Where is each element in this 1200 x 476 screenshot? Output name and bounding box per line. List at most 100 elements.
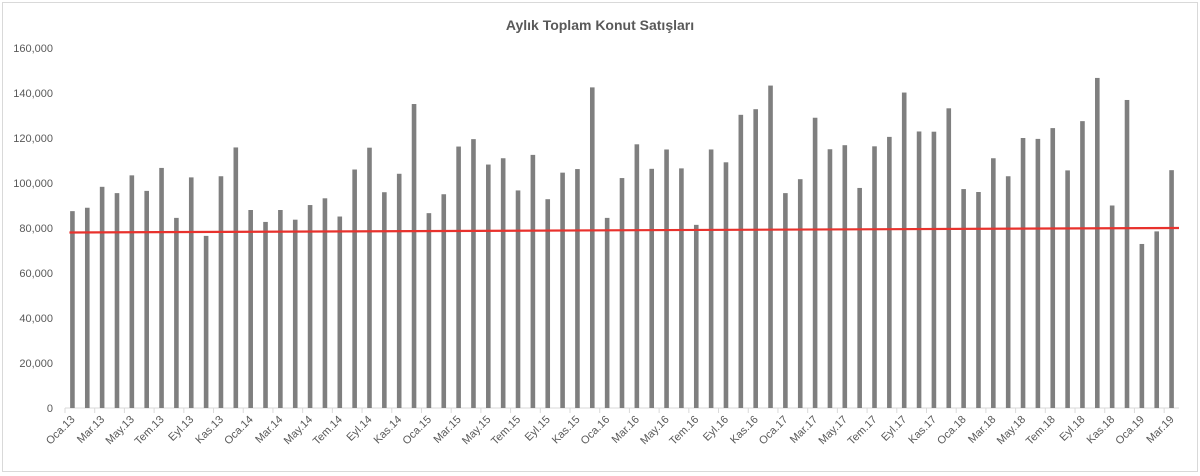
bar [486, 164, 491, 408]
x-tick-label: Mar.13 [75, 414, 107, 446]
bar [99, 186, 105, 408]
x-tick-label: May.14 [282, 414, 315, 447]
bar [263, 221, 268, 408]
bar [679, 168, 684, 409]
bar [218, 176, 224, 408]
bar [812, 117, 818, 408]
bar [278, 210, 283, 408]
bar [991, 158, 996, 408]
x-tick-label: Oca.15 [400, 414, 434, 448]
chart-title: Aylık Toplam Konut Satışları [506, 17, 694, 33]
bar-chart: Aylık Toplam Konut Satışları 0 20,000 40,0… [13, 17, 1180, 448]
bar [1080, 121, 1085, 409]
bar [619, 178, 625, 408]
x-tick-label: Eyl.13 [166, 414, 196, 444]
bar [976, 192, 981, 408]
bar [783, 193, 788, 408]
x-tick-label: Eyl.17 [879, 414, 909, 444]
x-tick-label: Tem.15 [489, 414, 523, 448]
trend-line-group [69, 226, 1180, 234]
trend-line [69, 226, 1180, 234]
y-tick-label: 20,000 [19, 358, 53, 370]
bar [456, 146, 461, 409]
bar [1169, 170, 1174, 408]
bar [307, 205, 313, 408]
bars-group [70, 77, 1174, 409]
x-tick-label: Eyl.15 [523, 414, 553, 444]
bar [233, 147, 239, 408]
bar [768, 85, 773, 408]
bar [500, 158, 506, 408]
y-tick-label: 60,000 [19, 268, 53, 280]
bar [382, 192, 387, 408]
x-tick-label: Tem.18 [1024, 414, 1058, 448]
bar [664, 149, 669, 409]
bar [560, 172, 565, 408]
y-axis-ticks: 0 20,000 40,000 60,000 80,000 100,000 120,000 1… [13, 43, 53, 415]
bar [367, 147, 372, 408]
bar [901, 92, 907, 409]
x-tick-label: Oca.19 [1113, 414, 1147, 448]
bar [589, 87, 595, 409]
bar [857, 187, 862, 408]
x-tick-label: Tem.14 [311, 414, 345, 448]
y-tick-label: 120,000 [13, 133, 53, 145]
bar [1154, 231, 1160, 409]
bar [872, 146, 877, 408]
bar [1109, 205, 1115, 408]
x-tick-label: Kas.15 [550, 414, 583, 447]
bar [827, 149, 833, 408]
x-tick-label: Mar.15 [431, 414, 463, 446]
bar [1095, 77, 1100, 409]
bar [1124, 99, 1130, 408]
x-tick-label: Eyl.18 [1057, 414, 1087, 444]
bar [545, 199, 551, 408]
bar [575, 169, 580, 408]
bar [1050, 128, 1056, 408]
bar [753, 109, 758, 408]
y-tick-label: 0 [47, 403, 53, 415]
bar [693, 224, 699, 408]
y-tick-label: 100,000 [13, 178, 53, 190]
bar [931, 131, 937, 408]
bar [159, 167, 164, 408]
bar [441, 194, 447, 408]
x-tick-label: Oca.17 [757, 414, 791, 448]
bar [337, 216, 343, 408]
x-tick-label: Mar.16 [610, 414, 642, 446]
bar [842, 145, 848, 408]
x-tick-label: Tem.13 [133, 414, 167, 448]
x-tick-label: Oca.14 [222, 414, 256, 448]
bar [961, 189, 966, 408]
bar [530, 154, 536, 409]
bar [515, 190, 521, 408]
x-tick-label: May.18 [995, 414, 1028, 447]
x-tick-label: Kas.16 [728, 414, 761, 447]
x-tick-label: Tem.16 [667, 414, 701, 448]
x-tick-label: Mar.18 [966, 414, 998, 446]
bar [1005, 176, 1011, 408]
y-tick-label: 140,000 [13, 88, 53, 100]
bar [129, 175, 135, 408]
bar [144, 190, 149, 409]
x-tick-label: Oca.18 [935, 414, 969, 448]
bar [634, 144, 640, 409]
x-tick-label: Mar.17 [788, 414, 820, 446]
y-tick-label: 160,000 [13, 43, 53, 55]
x-tick-label: May.16 [638, 414, 671, 447]
y-tick-label: 80,000 [19, 223, 53, 235]
bar [188, 177, 194, 409]
x-tick-label: May.13 [104, 414, 137, 447]
bar [203, 235, 209, 409]
x-tick-label: Kas.17 [906, 414, 939, 447]
bar [1020, 138, 1026, 408]
bar [916, 131, 922, 409]
x-tick-label: Kas.14 [372, 414, 405, 447]
bar [292, 219, 298, 408]
bar [248, 210, 253, 408]
bar [114, 193, 120, 408]
x-tick-label: May.17 [816, 414, 849, 447]
bar [649, 168, 655, 408]
